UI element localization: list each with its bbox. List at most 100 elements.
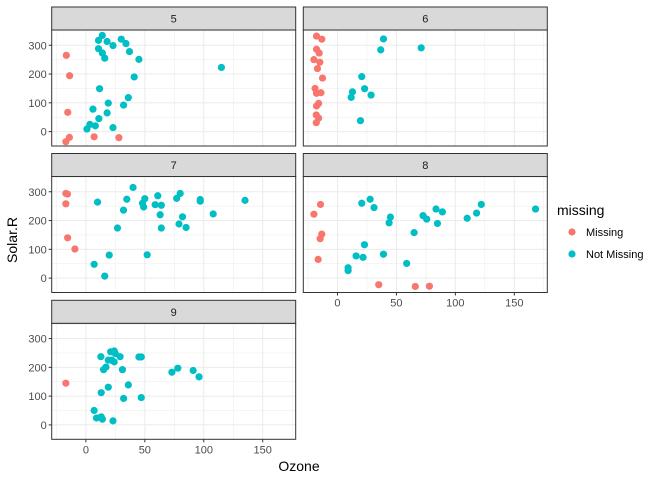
point-not-missing [352, 252, 360, 260]
point-not-missing [168, 368, 176, 376]
facet-panel-5: 5 0 100 200 300 [28, 6, 297, 147]
point-not-missing [98, 415, 106, 423]
legend-key-not-missing [568, 250, 576, 258]
point-missing [312, 119, 320, 127]
point-not-missing [94, 36, 103, 44]
point-not-missing [118, 366, 127, 374]
point-not-missing [90, 406, 98, 415]
point-not-missing [403, 259, 411, 268]
point-not-missing [195, 373, 203, 381]
point-not-missing [358, 73, 366, 81]
point-not-missing [105, 251, 113, 259]
legend-label-missing: Missing [586, 227, 623, 239]
y-tick-label: 100 [28, 98, 46, 110]
point-not-missing [109, 41, 117, 50]
point-missing [62, 379, 70, 387]
point-not-missing [104, 383, 112, 391]
point-not-missing [124, 381, 132, 389]
y-axis-title: Solar.R [4, 217, 20, 263]
point-not-missing [151, 201, 159, 209]
point-not-missing [377, 46, 385, 54]
point-not-missing [438, 208, 446, 216]
point-not-missing [129, 183, 137, 192]
facet-panel-9: 9 0 100 200 300 0 50 100 150 [28, 299, 297, 456]
x-tick-label: 100 [195, 444, 213, 456]
point-not-missing [120, 101, 128, 109]
point-not-missing [477, 200, 485, 209]
point-missing [318, 35, 326, 43]
facet-strip [51, 153, 297, 177]
point-not-missing [109, 123, 117, 132]
point-missing [63, 190, 72, 198]
point-not-missing [124, 94, 132, 102]
point-missing [62, 200, 70, 208]
point-not-missing [366, 195, 374, 203]
point-not-missing [410, 229, 418, 237]
legend-title: missing [557, 202, 604, 218]
facet-strip-label: 6 [422, 14, 428, 26]
facet-strip [302, 153, 548, 177]
point-not-missing [119, 206, 128, 214]
point-not-missing [156, 211, 164, 219]
point-missing [315, 49, 323, 57]
point-not-missing [130, 73, 138, 81]
point-not-missing [417, 44, 425, 52]
point-missing [313, 64, 322, 73]
point-not-missing [137, 393, 145, 402]
point-not-missing [432, 205, 440, 213]
point-not-missing [157, 201, 165, 209]
point-not-missing [176, 189, 184, 198]
point-not-missing [101, 272, 109, 280]
facet-strip [51, 6, 297, 31]
point-not-missing [356, 117, 365, 125]
panel-background [51, 323, 296, 440]
y-tick-label: 100 [28, 391, 46, 403]
x-tick-label: 150 [254, 444, 272, 456]
point-not-missing [189, 366, 197, 375]
point-not-missing [116, 353, 124, 361]
y-tick-label: 200 [28, 216, 46, 228]
point-not-missing [135, 55, 143, 63]
point-not-missing [125, 47, 134, 56]
point-not-missing [140, 203, 148, 211]
panel-background [51, 176, 296, 293]
point-not-missing [472, 209, 481, 217]
point-not-missing [360, 85, 369, 93]
x-axis-title: Ozone [278, 458, 319, 474]
panel-background [303, 176, 548, 293]
point-not-missing [83, 125, 91, 133]
point-not-missing [109, 417, 117, 425]
point-missing [316, 58, 324, 66]
point-missing [64, 108, 72, 116]
facet-panel-8: 8 0 50 100 150 [302, 153, 548, 310]
point-not-missing [347, 93, 355, 101]
point-not-missing [97, 353, 105, 361]
point-missing [71, 245, 79, 253]
facet-strip [51, 299, 297, 324]
y-tick-label: 200 [28, 362, 46, 374]
point-missing [316, 235, 324, 243]
point-not-missing [348, 88, 357, 96]
point-missing [115, 134, 123, 142]
y-tick-label: 300 [28, 187, 46, 199]
point-not-missing [113, 224, 122, 232]
point-missing [310, 210, 318, 218]
point-missing [316, 200, 325, 209]
point-missing [315, 99, 323, 107]
facet-panel-7: 7 0 100 200 300 [28, 153, 297, 293]
facet-panel-6: 6 [302, 6, 548, 147]
point-not-missing [370, 203, 378, 212]
point-not-missing [385, 219, 393, 227]
point-not-missing [174, 364, 182, 372]
y-tick-label: 300 [28, 334, 46, 346]
facet-strip-label: 5 [171, 14, 177, 26]
point-not-missing [209, 210, 217, 218]
point-not-missing [89, 105, 97, 113]
point-not-missing [117, 35, 125, 43]
y-tick-label: 0 [41, 273, 47, 285]
x-tick-label: 50 [390, 298, 402, 310]
point-not-missing [360, 241, 369, 249]
facet-strip-label: 8 [422, 160, 428, 172]
point-not-missing [344, 267, 352, 275]
